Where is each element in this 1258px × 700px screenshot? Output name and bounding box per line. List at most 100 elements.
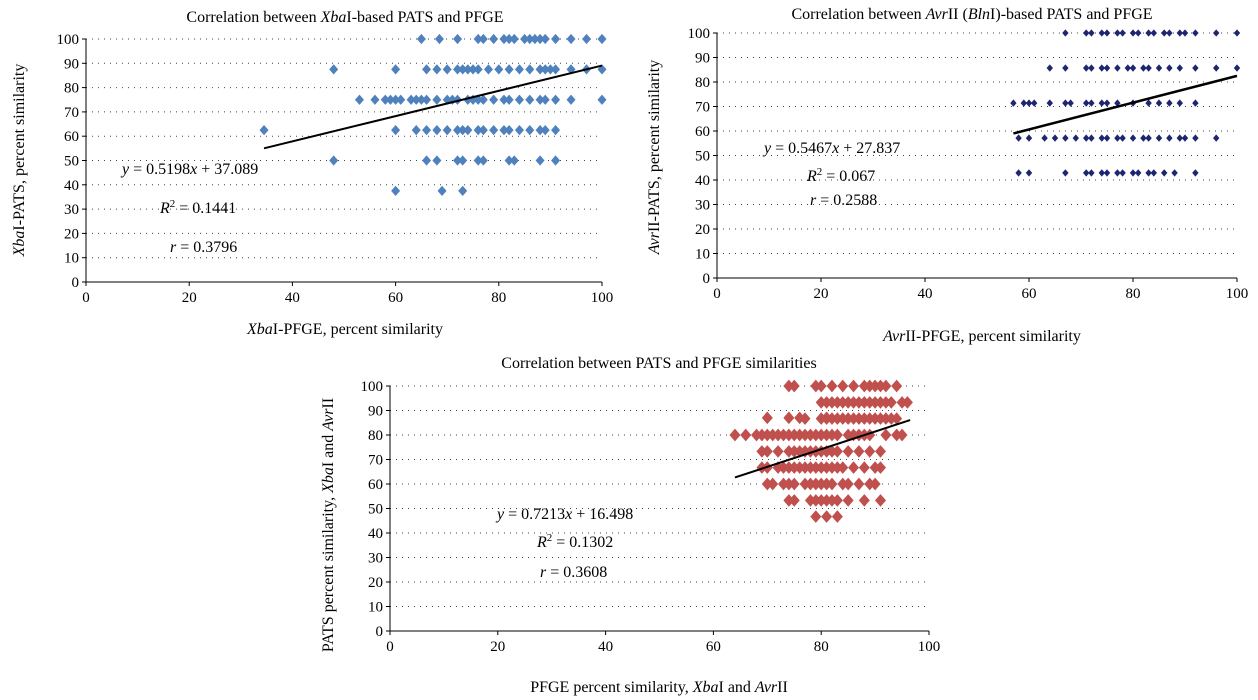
data-point: [259, 124, 269, 136]
y-tick-label: 30: [695, 198, 710, 214]
data-point: [1098, 134, 1105, 142]
y-tick-label: 50: [64, 154, 79, 170]
data-point: [458, 185, 468, 197]
chart-title: Correlation between AvrII (BlnI)-based P…: [791, 6, 1152, 23]
x-tick-label: 80: [491, 290, 506, 306]
data-point: [1145, 64, 1152, 72]
data-point: [535, 124, 545, 136]
data-point: [1213, 134, 1220, 142]
data-point: [767, 477, 779, 491]
data-point: [1046, 99, 1053, 107]
data-point: [385, 94, 395, 105]
y-tick-label: 70: [64, 105, 79, 121]
data-point: [545, 64, 555, 75]
x-tick-label: 60: [388, 290, 403, 306]
data-point: [1166, 134, 1173, 142]
data-point: [1114, 64, 1121, 72]
data-point: [535, 155, 545, 166]
data-point: [442, 64, 452, 75]
data-point: [831, 494, 843, 507]
data-point: [1166, 64, 1173, 72]
data-point: [1213, 64, 1220, 72]
data-point: [740, 428, 752, 442]
data-point: [432, 124, 442, 136]
data-point: [1114, 134, 1121, 142]
y-tick-label: 100: [361, 379, 384, 395]
data-point: [1119, 134, 1126, 142]
data-point: [848, 461, 860, 474]
data-point: [535, 64, 545, 75]
x-tick-label: 40: [285, 290, 300, 306]
data-point: [1051, 134, 1059, 142]
data-point: [853, 477, 865, 491]
data-point: [831, 510, 843, 523]
data-point: [772, 445, 784, 458]
data-point: [520, 33, 530, 45]
data-point: [535, 33, 545, 45]
data-point: [1088, 134, 1095, 142]
data-point: [1103, 64, 1111, 72]
data-point: [1140, 134, 1147, 142]
data-point: [1166, 29, 1173, 37]
data-point: [729, 428, 741, 442]
data-point: [1119, 169, 1126, 177]
data-point: [1129, 134, 1137, 142]
data-point: [453, 64, 463, 75]
y-tick-label: 90: [368, 404, 383, 420]
trend-line: [1013, 74, 1238, 135]
r-squared: R2 = 0.1302: [536, 532, 613, 551]
data-point: [794, 411, 806, 425]
x-tick-label: 80: [814, 639, 829, 655]
data-point: [391, 185, 401, 197]
y-tick-label: 100: [57, 32, 80, 48]
data-point: [810, 510, 822, 523]
data-point: [842, 494, 854, 507]
data-point: [499, 124, 509, 136]
data-point: [458, 155, 468, 166]
data-point: [874, 461, 886, 474]
y-tick-label: 0: [376, 624, 384, 640]
data-point: [504, 124, 514, 136]
x-tick-label: 100: [591, 290, 614, 306]
data-point: [478, 94, 488, 105]
data-point: [434, 33, 444, 45]
data-point: [788, 494, 800, 507]
data-point: [761, 445, 773, 458]
data-point: [473, 124, 483, 136]
data-point: [1062, 29, 1069, 37]
data-point: [1103, 29, 1111, 37]
data-point: [880, 428, 892, 442]
data-point: [453, 155, 463, 166]
y-tick-label: 80: [64, 81, 79, 97]
data-point: [1119, 29, 1126, 37]
data-point: [551, 64, 561, 75]
x-tick-label: 0: [713, 286, 721, 302]
data-point: [473, 64, 483, 75]
data-point: [1103, 99, 1111, 107]
y-tick-label: 40: [368, 526, 383, 542]
x-tick-label: 40: [918, 286, 933, 302]
data-point: [411, 94, 421, 105]
data-point: [1161, 29, 1168, 37]
data-point: [821, 510, 833, 523]
data-point: [380, 94, 390, 105]
data-point: [504, 64, 514, 75]
data-point: [896, 428, 908, 442]
y-tick-label: 20: [695, 222, 710, 238]
data-point: [826, 477, 838, 491]
data-point: [463, 124, 473, 136]
panel-avrii: Correlation between AvrII (BlnI)-based P…: [646, 6, 1248, 345]
data-point: [1155, 99, 1163, 107]
x-tick-label: 60: [1022, 286, 1037, 302]
data-point: [540, 64, 550, 75]
data-point: [1098, 64, 1105, 72]
y-tick-label: 30: [64, 202, 79, 218]
data-point: [494, 64, 504, 75]
data-point: [831, 445, 843, 458]
data-point: [788, 379, 800, 393]
data-point: [1083, 29, 1090, 37]
data-point: [1072, 134, 1079, 142]
x-axis-label: PFGE percent similarity, XbaI and AvrII: [530, 679, 788, 696]
chart-title: Correlation between PATS and PFGE simila…: [501, 355, 816, 372]
